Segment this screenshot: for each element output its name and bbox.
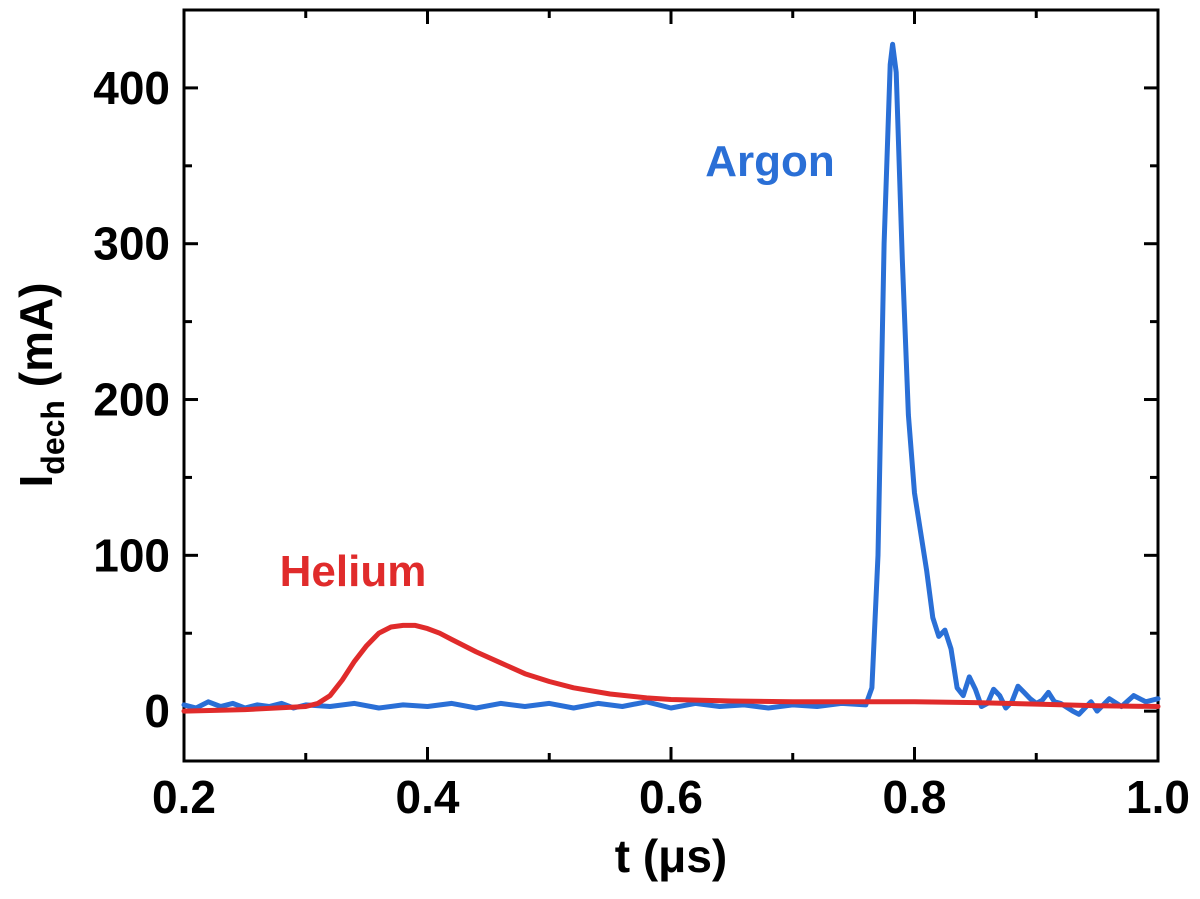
y-axis-title-unit: (mA) — [10, 282, 62, 400]
axis-labels: 0.2 0.4 0.6 0.8 1.0 0 100 200 300 400 — [93, 62, 1190, 823]
y-tick-label: 400 — [93, 62, 170, 114]
series-line-helium — [181, 622, 1161, 714]
x-tick-label: 0.6 — [639, 771, 703, 823]
y-tick-label: 300 — [93, 218, 170, 270]
y-tick-label: 200 — [93, 374, 170, 426]
plot-frame — [182, 8, 1160, 763]
y-axis-title: Idech (mA) — [10, 282, 71, 487]
helium-annotation: Helium — [280, 547, 427, 596]
y-tick-label: 0 — [144, 685, 170, 737]
x-tick-label: 0.8 — [883, 771, 947, 823]
x-tick-label: 0.2 — [152, 771, 216, 823]
series-line-argon — [181, 41, 1161, 717]
series-layer — [181, 41, 1161, 717]
x-tick-label: 1.0 — [1126, 771, 1190, 823]
x-axis-title: t (μs) — [615, 830, 727, 882]
y-axis-title-main: I — [10, 475, 62, 488]
y-tick-label: 100 — [93, 529, 170, 581]
axis-ticks — [182, 8, 1160, 761]
argon-annotation: Argon — [705, 137, 835, 186]
x-tick-label: 0.4 — [396, 771, 460, 823]
y-axis-title-subscript: dech — [35, 400, 71, 475]
